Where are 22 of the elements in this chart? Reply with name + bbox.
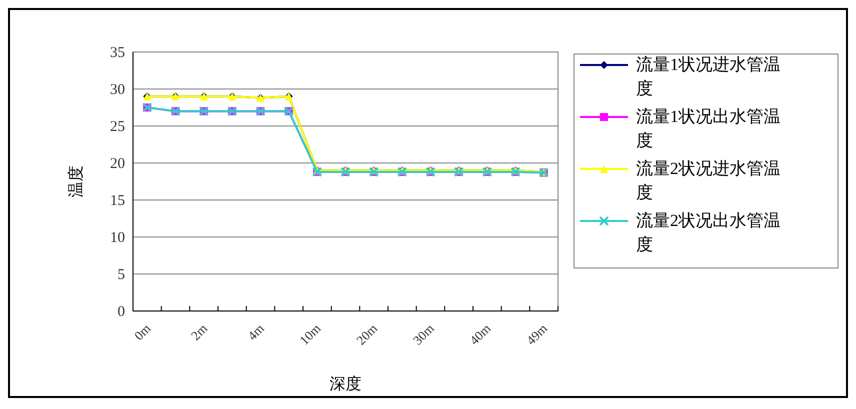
x-tick-label: 2m bbox=[188, 320, 210, 344]
x-axis-title: 深度 bbox=[330, 375, 362, 393]
y-tick-label: 10 bbox=[110, 230, 125, 246]
legend-label: 流量1状况进水管温度 bbox=[636, 55, 780, 98]
x-tick-label: 49m bbox=[523, 320, 550, 348]
y-tick-label: 0 bbox=[118, 304, 125, 320]
legend-label: 流量2状况出水管温度 bbox=[636, 211, 780, 254]
y-tick-label: 25 bbox=[110, 119, 125, 135]
x-tick-label: 20m bbox=[353, 320, 380, 348]
y-tick-label: 35 bbox=[110, 45, 125, 61]
y-axis-title: 温度 bbox=[67, 166, 85, 198]
x-tick-label: 40m bbox=[466, 320, 494, 348]
legend-label: 流量2状况进水管温度 bbox=[636, 159, 780, 202]
x-tick-label: 30m bbox=[410, 320, 437, 348]
y-tick-label: 5 bbox=[118, 267, 125, 283]
x-tick-label: 10m bbox=[296, 320, 324, 348]
x-tick-label: 4m bbox=[244, 320, 267, 344]
legend-label: 流量1状况出水管温度 bbox=[636, 107, 780, 150]
y-tick-label: 20 bbox=[110, 156, 125, 172]
y-tick-label: 15 bbox=[110, 193, 125, 209]
y-tick-label: 30 bbox=[110, 82, 125, 98]
x-tick-label: 0m bbox=[131, 320, 154, 344]
